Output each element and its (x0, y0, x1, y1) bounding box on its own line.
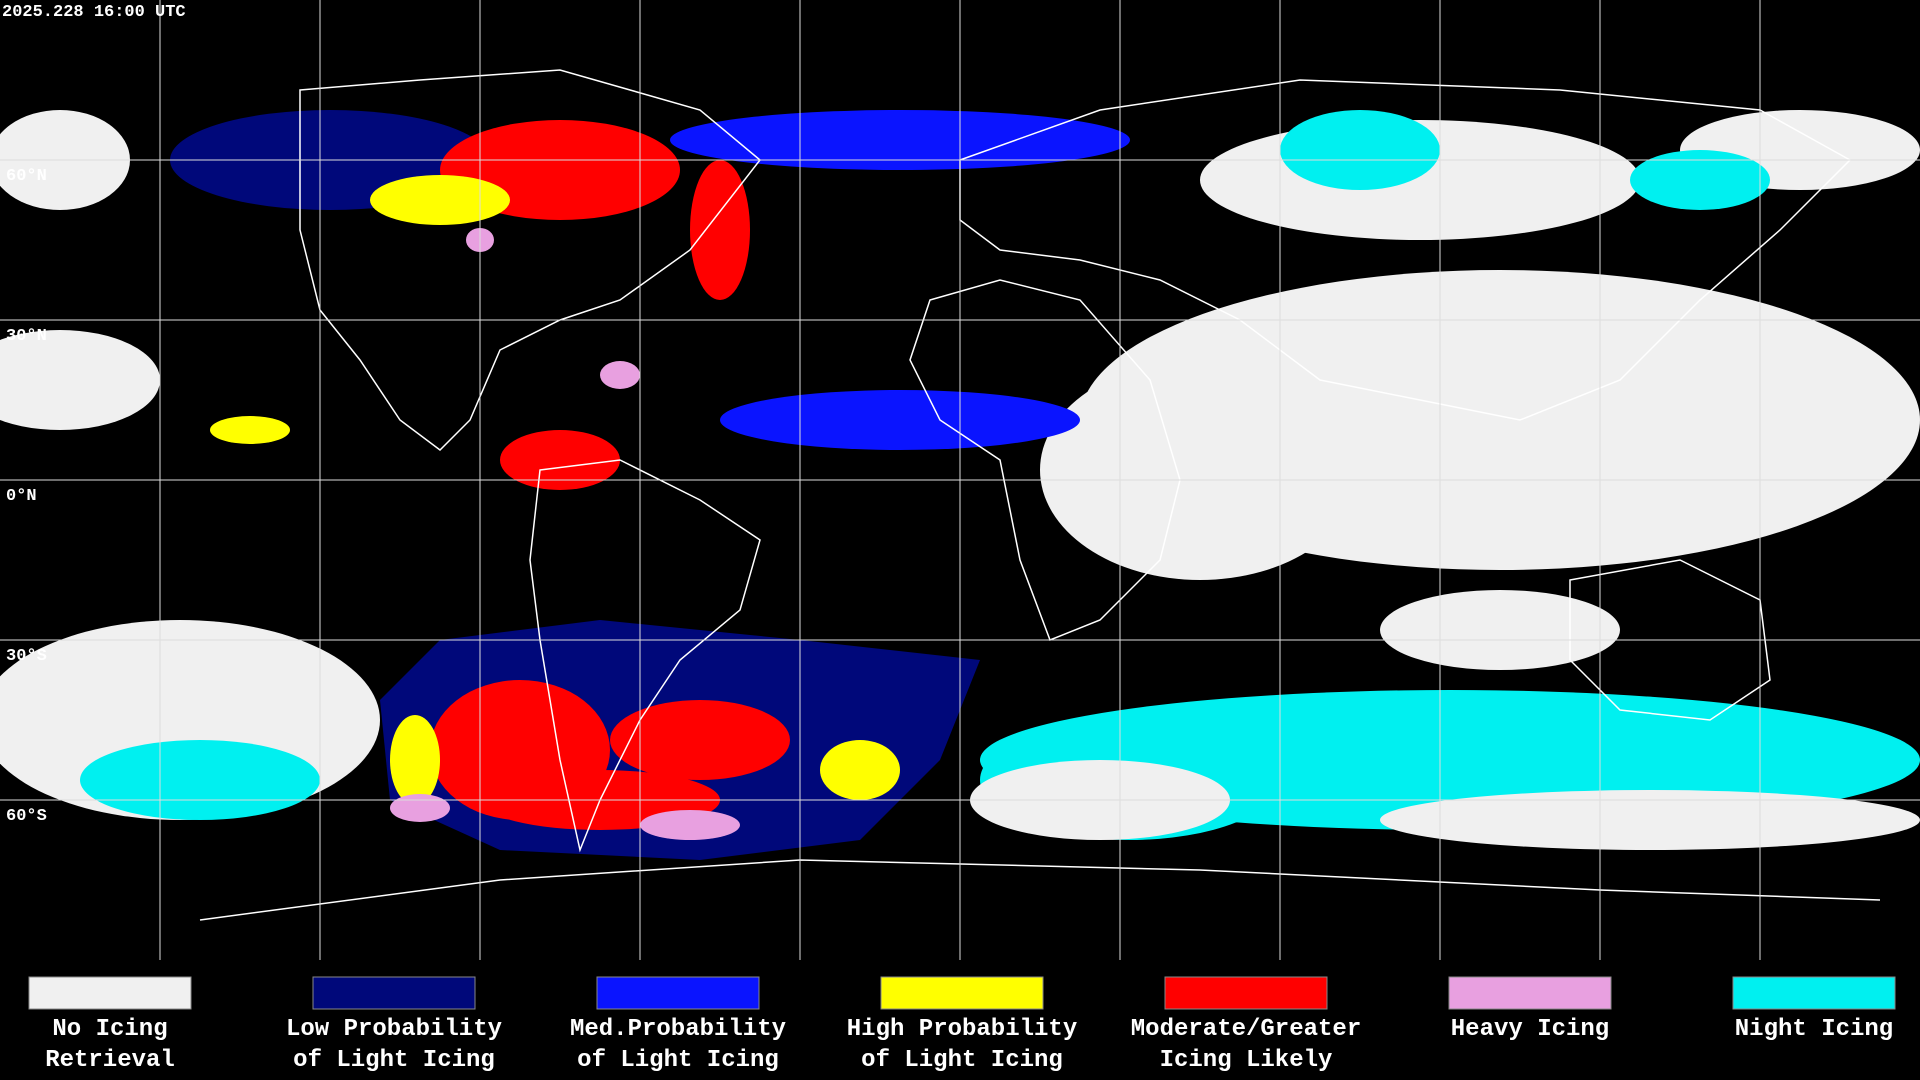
moderate-icing-area (500, 430, 620, 490)
latitude-label: 0°N (6, 487, 37, 506)
moderate-icing-area (690, 160, 750, 300)
graticule (0, 0, 1920, 960)
legend-swatch (880, 976, 1044, 1010)
high-probability-area (390, 715, 440, 805)
latitude-label: 60°S (6, 807, 47, 826)
legend-label: No Icing (52, 1016, 167, 1043)
legend-label: Moderate/Greater (1131, 1016, 1361, 1043)
legend-label: Night Icing (1735, 1016, 1893, 1043)
legend: No Icing Retrieval Low Probability of Light… (28, 976, 1896, 1074)
high-probability-area (370, 175, 510, 225)
high-probability-area (820, 740, 900, 800)
legend-swatch (312, 976, 476, 1010)
med-probability-area (670, 110, 1130, 170)
no-icing-area (1380, 590, 1620, 670)
heavy-icing-area (600, 361, 640, 389)
africa-outline (909, 279, 1181, 641)
no-icing-area (0, 330, 160, 430)
legend-label: Med.Probability (570, 1016, 786, 1043)
high-probability-area (210, 416, 290, 444)
latitude-label: 60°N (6, 167, 47, 186)
legend-label: of Light Icing (861, 1047, 1063, 1074)
north-america-outline (299, 69, 762, 451)
legend-label: Icing Likely (1160, 1047, 1333, 1074)
legend-swatch (596, 976, 760, 1010)
med-probability-area (720, 390, 1080, 450)
antarctica-outline (199, 859, 1881, 921)
legend-label: Heavy Icing (1451, 1016, 1609, 1043)
heavy-icing-area (390, 794, 450, 822)
no-icing-area (1040, 360, 1360, 580)
night-icing-area (80, 740, 320, 820)
night-icing-area (1280, 110, 1440, 190)
australia-outline (1569, 559, 1771, 721)
legend-swatch (1448, 976, 1612, 1010)
no-icing-area (1380, 790, 1920, 850)
timestamp: 2025.228 16:00 UTC (2, 3, 186, 22)
legend-label: of Light Icing (577, 1047, 779, 1074)
latitude-labels: 60°N 30°N 0°N 30°S 60°S (6, 167, 47, 826)
night-icing-area (1630, 150, 1770, 210)
legend-label: of Light Icing (293, 1047, 495, 1074)
legend-label: High Probability (847, 1016, 1077, 1043)
legend-label: Low Probability (286, 1016, 502, 1043)
eurasia-outline (959, 79, 1852, 421)
legend-swatch (1164, 976, 1328, 1010)
legend-swatch (28, 976, 192, 1010)
moderate-icing-area (610, 700, 790, 780)
latitude-label: 30°N (6, 327, 47, 346)
legend-swatch (1732, 976, 1896, 1010)
latitude-label: 30°S (6, 647, 47, 666)
heavy-icing-area (640, 810, 740, 840)
legend-label: Retrieval (45, 1047, 175, 1074)
